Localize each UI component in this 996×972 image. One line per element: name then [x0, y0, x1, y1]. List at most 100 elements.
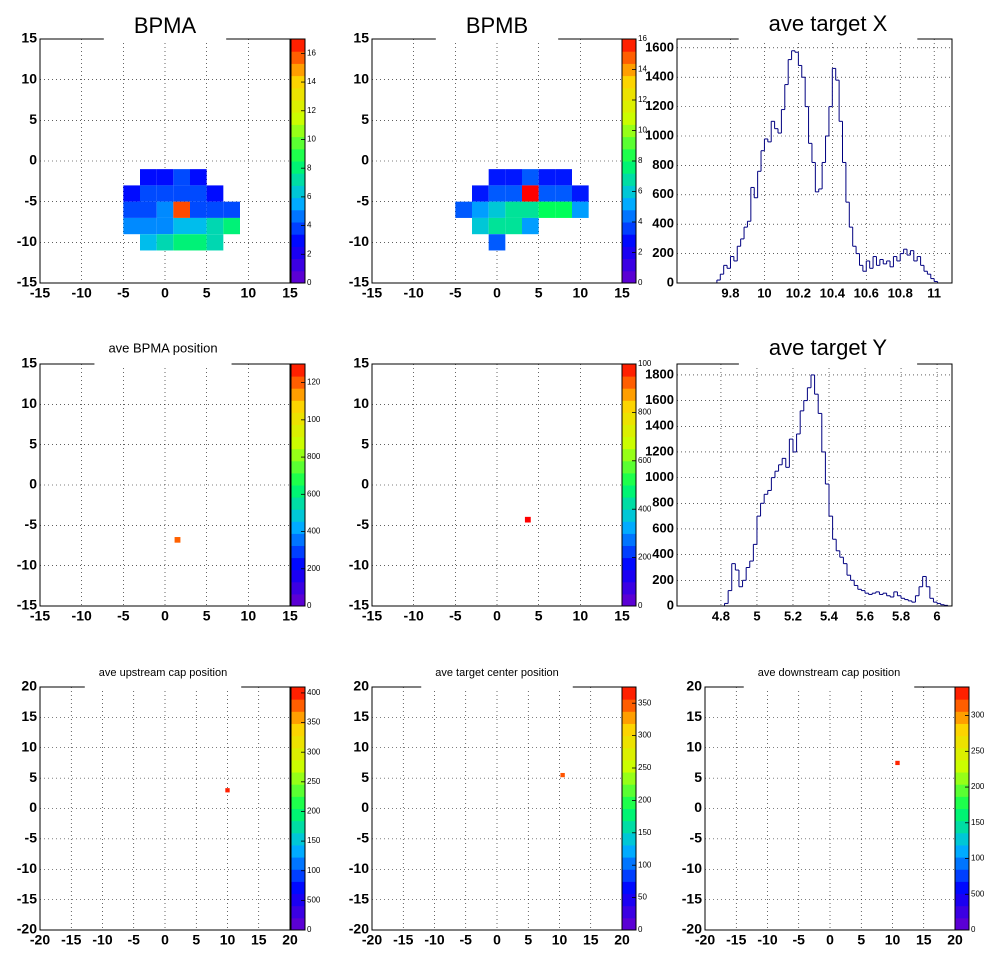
color-scale-band [955, 820, 969, 834]
x-tick-label: 10.8 [888, 285, 913, 300]
color-scale-band [291, 173, 305, 186]
x-tick-label: -20 [30, 932, 50, 948]
x-tick-label: -15 [30, 285, 50, 301]
y-tick-label: 15 [353, 30, 369, 46]
y-tick-label: 15 [21, 708, 37, 724]
x-tick-label: 15 [251, 932, 267, 948]
y-tick-label: -20 [17, 921, 37, 937]
color-scale-label: 250 [638, 763, 652, 772]
color-scale-band [622, 857, 636, 870]
y-tick-label: 10 [353, 395, 369, 411]
y-tick-label: -10 [17, 860, 37, 876]
color-scale-band [291, 569, 305, 583]
y-tick-label: -15 [17, 274, 37, 290]
color-scale-band [622, 448, 636, 462]
heatmap-cell [524, 516, 531, 523]
y-tick-label: -10 [349, 233, 369, 249]
title-box [743, 674, 915, 689]
heatmap-cell [206, 217, 224, 235]
color-scale-band [291, 270, 305, 284]
x-tick-label: 5 [192, 932, 200, 948]
x-tick-label: 15 [583, 932, 599, 948]
heatmap-cell [140, 185, 157, 202]
heatmap-cell [190, 234, 207, 251]
color-scale-band [622, 112, 636, 125]
x-tick-label: -5 [793, 932, 806, 948]
x-tick-label: -15 [362, 285, 382, 301]
color-scale-band [291, 832, 305, 846]
y-tick-label: 600 [652, 186, 674, 201]
color-scale-band [622, 412, 636, 425]
color-scale-label: 800 [307, 452, 321, 461]
x-tick-label: -15 [30, 608, 50, 624]
x-tick-label: -15 [61, 932, 81, 948]
heatmap-cell [173, 234, 190, 251]
heatmap-cell [173, 169, 190, 186]
color-scale-label: 200 [307, 807, 321, 816]
y-tick-label: 10 [353, 738, 369, 754]
heatmap-cell [173, 201, 190, 218]
y-tick-label: 1800 [645, 366, 674, 381]
color-scale-label: 14 [638, 65, 647, 74]
color-scale-label: 2 [307, 249, 312, 258]
color-scale-band [291, 185, 305, 199]
y-tick-label: 20 [686, 678, 702, 694]
color-scale-band [955, 687, 969, 700]
color-scale-band [622, 917, 636, 931]
color-scale-band [622, 222, 636, 235]
color-scale-band [955, 869, 969, 882]
x-tick-label: 0 [493, 608, 501, 624]
y-tick-label: 0 [29, 799, 37, 815]
x-tick-label: 15 [282, 608, 298, 624]
color-scale-band [622, 497, 636, 510]
heatmap-cell [572, 185, 589, 202]
color-scale-label: 8 [307, 163, 312, 172]
color-scale-label: 0 [638, 278, 643, 287]
heatmap-cell [206, 201, 224, 218]
y-tick-label: 800 [652, 157, 674, 172]
color-scale-band [291, 197, 305, 211]
color-scale-band [291, 258, 305, 272]
heatmap-cell [522, 201, 539, 218]
color-scale-band [291, 63, 305, 77]
color-scale-band [291, 424, 305, 438]
color-scale-label: 10 [307, 135, 316, 144]
color-scale-band [622, 75, 636, 89]
color-scale-frame [290, 363, 306, 607]
y-tick-label: 5 [361, 111, 369, 127]
y-tick-label: 5 [361, 435, 369, 451]
color-scale-band [955, 772, 969, 785]
y-tick-label: 20 [21, 678, 37, 694]
y-tick-label: 20 [353, 678, 369, 694]
color-scale-label: 100 [307, 415, 321, 424]
heatmap-cell [505, 201, 522, 218]
color-scale-band [291, 100, 305, 113]
x-tick-label: 10 [573, 608, 589, 624]
color-scale-label: 100 [971, 854, 985, 863]
heatmap-cell [538, 201, 556, 218]
color-scale-label: 150 [971, 818, 985, 827]
y-tick-label: 1400 [645, 418, 674, 433]
color-scale-band [622, 376, 636, 389]
y-tick-label: 200 [652, 245, 674, 260]
color-scale-band [291, 881, 305, 895]
color-scale-label: 200 [638, 796, 652, 805]
y-tick-label: 10 [686, 738, 702, 754]
x-tick-label: -10 [72, 608, 92, 624]
heatmap-cell [522, 217, 539, 235]
panel-title: ave downstream cap position [758, 667, 900, 679]
color-scale-label: 200 [638, 553, 652, 562]
y-tick-label: -10 [349, 556, 369, 572]
title-box [94, 349, 232, 366]
color-scale-label: 16 [638, 34, 647, 43]
color-scale-band [622, 593, 636, 607]
heatmap-cell [505, 217, 522, 235]
y-tick-label: 15 [686, 708, 702, 724]
heatmap-cell [488, 169, 506, 186]
y-tick-label: 15 [21, 30, 37, 46]
color-scale-band [291, 376, 305, 389]
y-tick-label: 15 [21, 355, 37, 371]
y-tick-label: 0 [361, 799, 369, 815]
heatmap-cell [223, 217, 240, 235]
color-scale-band [291, 75, 305, 89]
